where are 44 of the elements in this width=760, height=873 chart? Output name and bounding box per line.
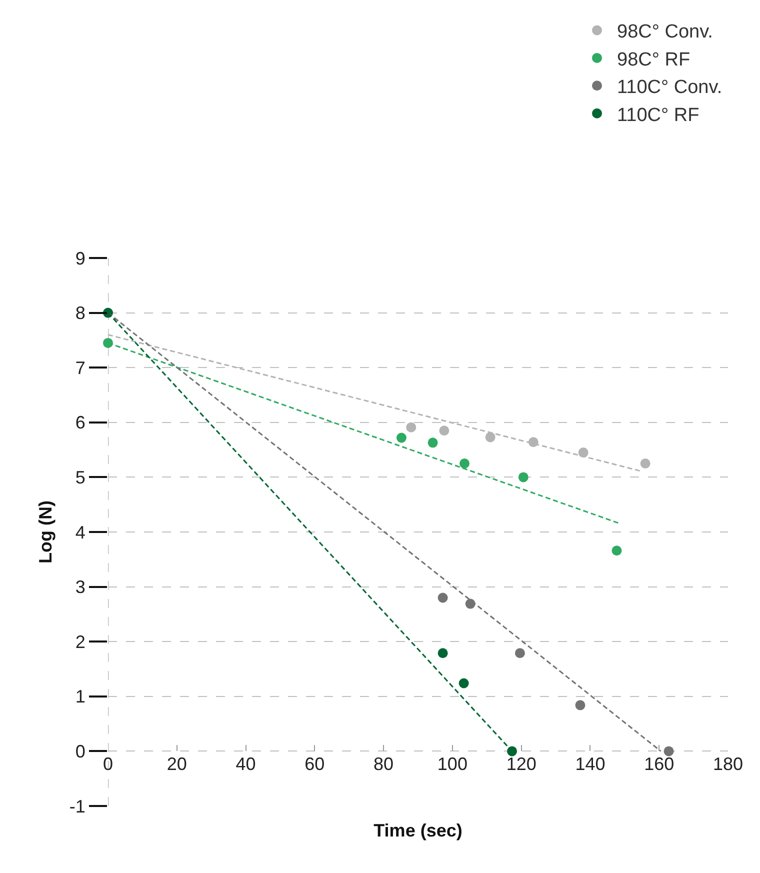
y-tick-label: 7 [75, 358, 86, 378]
point [507, 746, 518, 756]
y-tick-label: 6 [75, 412, 86, 433]
x-axis-title: Time (sec) [374, 820, 462, 840]
point [103, 338, 113, 348]
y-tick-label: 8 [75, 303, 86, 324]
point [438, 592, 448, 603]
x-tick-label: 60 [304, 754, 325, 774]
x-tick-label: 140 [575, 754, 606, 774]
x-tick-label: 0 [102, 754, 114, 774]
legend-label: 110C° RF [617, 104, 700, 126]
y-axis-title: Log (N) [36, 500, 56, 564]
y-tick-label: 9 [75, 248, 86, 268]
legend-label: 110C° Conv. [617, 77, 722, 98]
y-tick-label: 2 [75, 632, 86, 652]
x-tick-label: 120 [506, 754, 536, 774]
point [406, 422, 416, 432]
y-tick-label: 1 [75, 686, 86, 707]
point [640, 458, 650, 468]
point [485, 432, 496, 442]
y-tick-label: 0 [75, 742, 86, 762]
y-tick-label: 3 [75, 577, 86, 598]
point [458, 678, 469, 688]
x-tick-label: 100 [437, 754, 468, 774]
point [612, 546, 622, 556]
point [664, 746, 674, 756]
x-tick-label: 180 [712, 754, 744, 774]
point [575, 700, 586, 710]
point [518, 472, 528, 482]
point [460, 458, 470, 468]
y-tick-label: -1 [69, 796, 86, 816]
point [396, 432, 406, 443]
x-tick-label: 20 [166, 754, 187, 774]
x-tick-label: 80 [374, 754, 394, 774]
point [428, 438, 438, 448]
x-tick-label: 160 [644, 754, 674, 774]
y-tick-label: 5 [75, 468, 86, 488]
legend-label: 98C° RF [617, 49, 690, 70]
x-tick-label: 40 [236, 754, 256, 774]
legend-label: 98C° Conv. [617, 22, 713, 43]
point [514, 648, 525, 658]
point [439, 426, 450, 436]
y-tick-label: 4 [75, 522, 86, 542]
point [438, 648, 448, 658]
